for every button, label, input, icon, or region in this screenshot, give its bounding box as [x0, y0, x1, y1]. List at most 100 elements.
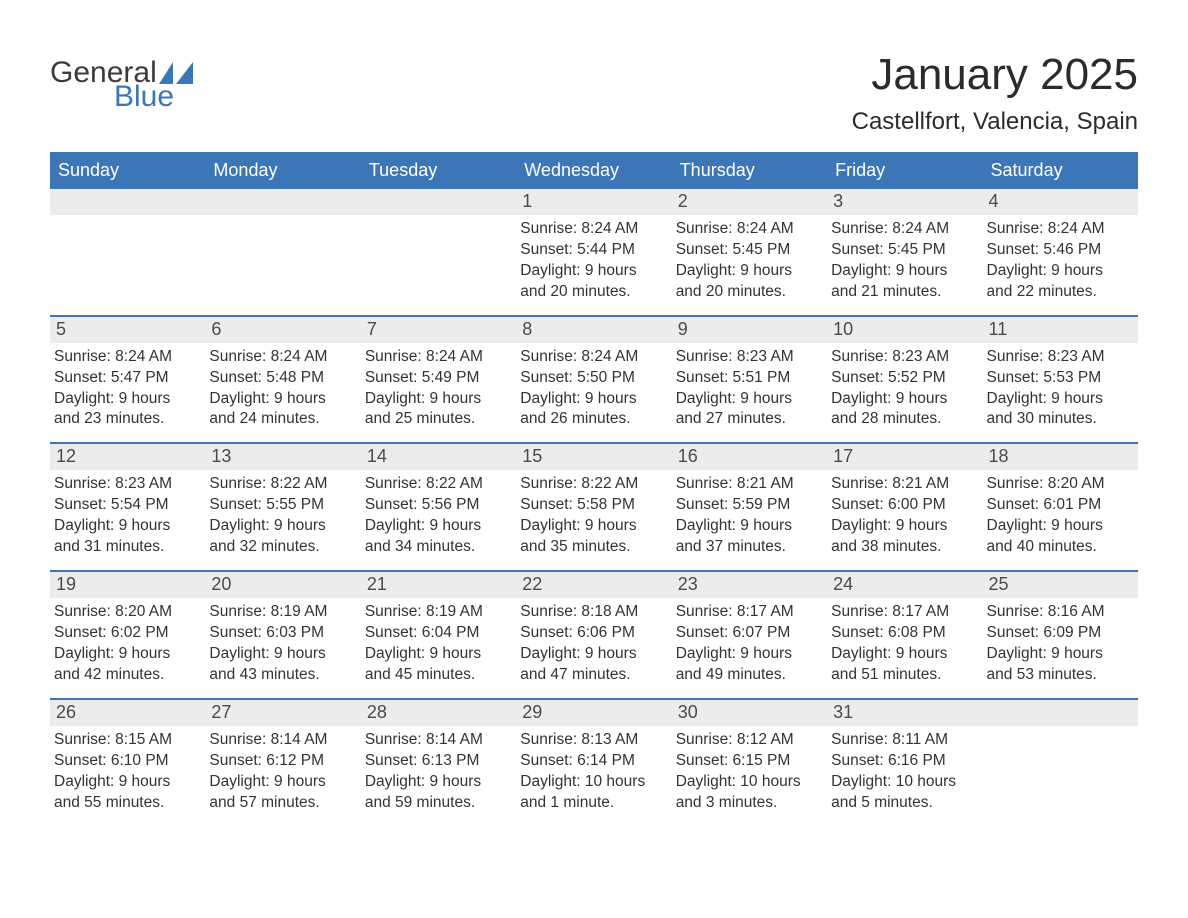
sunrise-text: Sunrise: 8:24 AM	[520, 347, 665, 368]
day-header: Monday	[205, 152, 360, 189]
day-body	[50, 215, 205, 231]
sunset-text: Sunset: 6:09 PM	[987, 623, 1132, 644]
daylight-text: Daylight: 9 hours and 35 minutes.	[520, 516, 665, 558]
day-number: 20	[205, 572, 360, 598]
day-body: Sunrise: 8:23 AMSunset: 5:52 PMDaylight:…	[827, 343, 982, 443]
day-header: Wednesday	[516, 152, 671, 189]
daylight-text: Daylight: 9 hours and 30 minutes.	[987, 389, 1132, 431]
sunset-text: Sunset: 6:14 PM	[520, 751, 665, 772]
daylight-text: Daylight: 10 hours and 1 minute.	[520, 772, 665, 814]
daylight-text: Daylight: 9 hours and 26 minutes.	[520, 389, 665, 431]
daylight-text: Daylight: 9 hours and 20 minutes.	[520, 261, 665, 303]
sunset-text: Sunset: 5:58 PM	[520, 495, 665, 516]
calendar: SundayMondayTuesdayWednesdayThursdayFrid…	[50, 152, 1138, 825]
sunset-text: Sunset: 5:50 PM	[520, 368, 665, 389]
day-cell	[361, 189, 516, 315]
sunrise-text: Sunrise: 8:22 AM	[365, 474, 510, 495]
sunrise-text: Sunrise: 8:23 AM	[676, 347, 821, 368]
day-body: Sunrise: 8:17 AMSunset: 6:07 PMDaylight:…	[672, 598, 827, 698]
day-number: 2	[672, 189, 827, 215]
page-title: January 2025	[852, 50, 1138, 100]
day-number: 27	[205, 700, 360, 726]
day-number: 16	[672, 444, 827, 470]
sunset-text: Sunset: 6:13 PM	[365, 751, 510, 772]
sunset-text: Sunset: 6:08 PM	[831, 623, 976, 644]
calendar-week: 5Sunrise: 8:24 AMSunset: 5:47 PMDaylight…	[50, 315, 1138, 443]
sunset-text: Sunset: 5:45 PM	[831, 240, 976, 261]
sunrise-text: Sunrise: 8:16 AM	[987, 602, 1132, 623]
location-subtitle: Castellfort, Valencia, Spain	[852, 108, 1138, 136]
sunrise-text: Sunrise: 8:17 AM	[676, 602, 821, 623]
daylight-text: Daylight: 9 hours and 49 minutes.	[676, 644, 821, 686]
daylight-text: Daylight: 10 hours and 3 minutes.	[676, 772, 821, 814]
sunset-text: Sunset: 5:46 PM	[987, 240, 1132, 261]
page-header: General Blue January 2025 Castellfort, V…	[50, 50, 1138, 136]
sunrise-text: Sunrise: 8:12 AM	[676, 730, 821, 751]
day-cell: 24Sunrise: 8:17 AMSunset: 6:08 PMDayligh…	[827, 572, 982, 698]
sunset-text: Sunset: 6:07 PM	[676, 623, 821, 644]
day-number: 13	[205, 444, 360, 470]
day-body: Sunrise: 8:23 AMSunset: 5:54 PMDaylight:…	[50, 470, 205, 570]
day-body: Sunrise: 8:19 AMSunset: 6:03 PMDaylight:…	[205, 598, 360, 698]
sunrise-text: Sunrise: 8:21 AM	[676, 474, 821, 495]
sunset-text: Sunset: 5:48 PM	[209, 368, 354, 389]
sunset-text: Sunset: 6:15 PM	[676, 751, 821, 772]
daylight-text: Daylight: 9 hours and 22 minutes.	[987, 261, 1132, 303]
sunset-text: Sunset: 5:44 PM	[520, 240, 665, 261]
daylight-text: Daylight: 9 hours and 28 minutes.	[831, 389, 976, 431]
day-body: Sunrise: 8:22 AMSunset: 5:56 PMDaylight:…	[361, 470, 516, 570]
day-number: 8	[516, 317, 671, 343]
day-body: Sunrise: 8:21 AMSunset: 5:59 PMDaylight:…	[672, 470, 827, 570]
day-number: 17	[827, 444, 982, 470]
sunset-text: Sunset: 6:12 PM	[209, 751, 354, 772]
day-header: Tuesday	[361, 152, 516, 189]
day-body: Sunrise: 8:16 AMSunset: 6:09 PMDaylight:…	[983, 598, 1138, 698]
day-number	[50, 189, 205, 215]
day-header: Friday	[827, 152, 982, 189]
day-cell: 23Sunrise: 8:17 AMSunset: 6:07 PMDayligh…	[672, 572, 827, 698]
sunrise-text: Sunrise: 8:24 AM	[54, 347, 199, 368]
day-cell	[205, 189, 360, 315]
sunset-text: Sunset: 5:55 PM	[209, 495, 354, 516]
day-cell: 11Sunrise: 8:23 AMSunset: 5:53 PMDayligh…	[983, 317, 1138, 443]
daylight-text: Daylight: 9 hours and 42 minutes.	[54, 644, 199, 686]
day-cell: 8 Sunrise: 8:24 AMSunset: 5:50 PMDaylight…	[516, 317, 671, 443]
day-number: 26	[50, 700, 205, 726]
sunrise-text: Sunrise: 8:22 AM	[520, 474, 665, 495]
sunset-text: Sunset: 6:01 PM	[987, 495, 1132, 516]
sunset-text: Sunset: 6:16 PM	[831, 751, 976, 772]
sunset-text: Sunset: 6:03 PM	[209, 623, 354, 644]
daylight-text: Daylight: 9 hours and 21 minutes.	[831, 261, 976, 303]
day-cell: 18Sunrise: 8:20 AMSunset: 6:01 PMDayligh…	[983, 444, 1138, 570]
sunset-text: Sunset: 5:52 PM	[831, 368, 976, 389]
day-cell: 22Sunrise: 8:18 AMSunset: 6:06 PMDayligh…	[516, 572, 671, 698]
day-number: 9	[672, 317, 827, 343]
sunrise-text: Sunrise: 8:24 AM	[831, 219, 976, 240]
day-number: 1	[516, 189, 671, 215]
day-cell: 21Sunrise: 8:19 AMSunset: 6:04 PMDayligh…	[361, 572, 516, 698]
day-cell: 29Sunrise: 8:13 AMSunset: 6:14 PMDayligh…	[516, 700, 671, 826]
calendar-week: 12Sunrise: 8:23 AMSunset: 5:54 PMDayligh…	[50, 442, 1138, 570]
day-number: 15	[516, 444, 671, 470]
day-body: Sunrise: 8:14 AMSunset: 6:13 PMDaylight:…	[361, 726, 516, 826]
day-cell: 30Sunrise: 8:12 AMSunset: 6:15 PMDayligh…	[672, 700, 827, 826]
sunrise-text: Sunrise: 8:21 AM	[831, 474, 976, 495]
day-header: Sunday	[50, 152, 205, 189]
sunrise-text: Sunrise: 8:15 AM	[54, 730, 199, 751]
day-cell: 13Sunrise: 8:22 AMSunset: 5:55 PMDayligh…	[205, 444, 360, 570]
day-cell: 7Sunrise: 8:24 AMSunset: 5:49 PMDaylight…	[361, 317, 516, 443]
day-body: Sunrise: 8:22 AMSunset: 5:58 PMDaylight:…	[516, 470, 671, 570]
day-cell: 6Sunrise: 8:24 AMSunset: 5:48 PMDaylight…	[205, 317, 360, 443]
day-cell	[983, 700, 1138, 826]
day-number: 28	[361, 700, 516, 726]
day-cell: 14Sunrise: 8:22 AMSunset: 5:56 PMDayligh…	[361, 444, 516, 570]
day-cell: 3Sunrise: 8:24 AMSunset: 5:45 PMDaylight…	[827, 189, 982, 315]
sunrise-text: Sunrise: 8:22 AM	[209, 474, 354, 495]
daylight-text: Daylight: 10 hours and 5 minutes.	[831, 772, 976, 814]
day-cell: 19Sunrise: 8:20 AMSunset: 6:02 PMDayligh…	[50, 572, 205, 698]
sunrise-text: Sunrise: 8:24 AM	[676, 219, 821, 240]
day-body: Sunrise: 8:11 AMSunset: 6:16 PMDaylight:…	[827, 726, 982, 826]
day-header: Saturday	[983, 152, 1138, 189]
daylight-text: Daylight: 9 hours and 38 minutes.	[831, 516, 976, 558]
day-body: Sunrise: 8:24 AMSunset: 5:44 PMDaylight:…	[516, 215, 671, 315]
